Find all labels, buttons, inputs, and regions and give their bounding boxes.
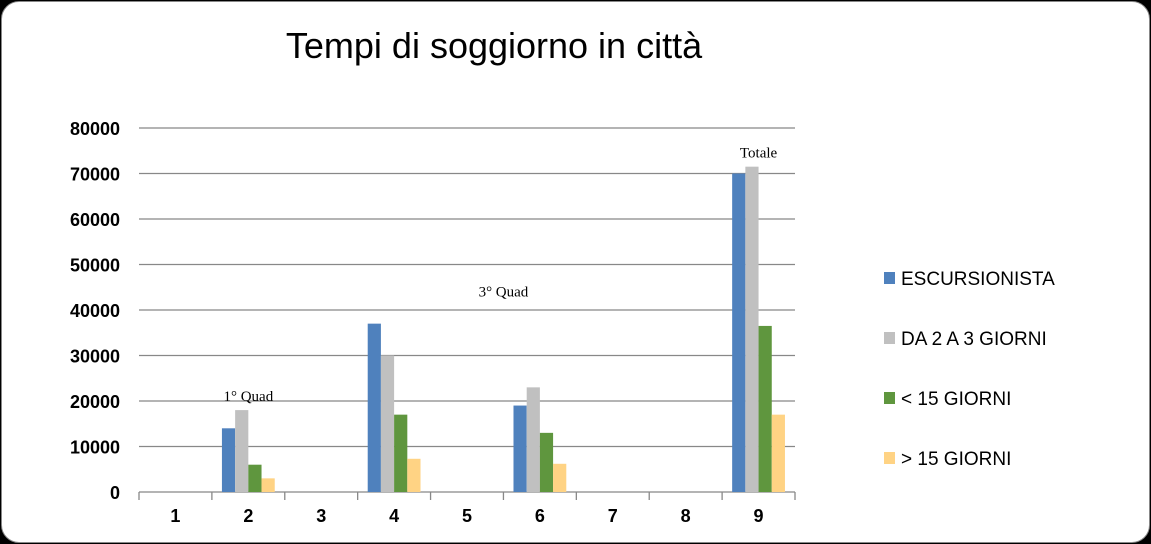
- y-tick-label: 0: [110, 483, 120, 503]
- bar--15-giorni-4: [407, 458, 421, 492]
- x-tick-label: 9: [754, 506, 764, 526]
- annotation: 3° Quad: [479, 284, 529, 300]
- y-tick-label: 40000: [70, 301, 120, 321]
- bar--15-giorni-2: [261, 478, 275, 492]
- y-tick-label: 10000: [70, 438, 120, 458]
- x-tick-label: 3: [316, 506, 326, 526]
- legend-swatch: [884, 272, 895, 284]
- x-tick-label: 2: [243, 506, 253, 526]
- y-tick-label: 60000: [70, 210, 120, 230]
- bar--15-giorni-9: [758, 325, 772, 492]
- bar--15-giorni-6: [553, 463, 567, 492]
- legend-label: > 15 GIORNI: [901, 449, 1011, 470]
- bar-da-2-a-3-giorni-4: [380, 355, 395, 492]
- y-tick-label: 70000: [70, 165, 120, 185]
- bar-escursionista-6: [513, 405, 527, 492]
- legend-swatch: [884, 392, 895, 404]
- x-tick-label: 5: [462, 506, 472, 526]
- x-tick-label: 1: [170, 506, 180, 526]
- x-tick-label: 6: [535, 506, 545, 526]
- legend-label: ESCURSIONISTA: [901, 269, 1055, 290]
- bar--15-giorni-4: [394, 414, 408, 492]
- legend-swatch: [884, 332, 895, 344]
- x-tick-label: 7: [608, 506, 618, 526]
- legend-label: DA 2 A 3 GIORNI: [901, 329, 1047, 350]
- annotation: Totale: [740, 146, 778, 162]
- bar-escursionista-2: [221, 428, 236, 492]
- y-tick-label: 30000: [70, 347, 120, 367]
- bar-escursionista-4: [367, 323, 381, 492]
- bar--15-giorni-6: [539, 432, 554, 492]
- bar-da-2-a-3-giorni-9: [745, 166, 759, 493]
- chart-title: Tempi di soggiorno in città: [286, 25, 703, 66]
- bar-da-2-a-3-giorni-6: [526, 387, 540, 492]
- bar--15-giorni-9: [771, 414, 785, 492]
- x-tick-label: 4: [389, 506, 399, 526]
- y-tick-label: 20000: [70, 392, 120, 412]
- y-tick-label: 80000: [70, 119, 120, 139]
- bar-escursionista-9: [732, 173, 746, 492]
- legend-label: < 15 GIORNI: [901, 389, 1011, 410]
- legend-swatch: [884, 452, 895, 464]
- bar--15-giorni-2: [248, 464, 262, 492]
- annotation: 1° Quad: [223, 389, 273, 405]
- y-tick-label: 50000: [70, 256, 120, 276]
- x-tick-label: 8: [681, 506, 691, 526]
- bar-da-2-a-3-giorni-2: [235, 410, 249, 492]
